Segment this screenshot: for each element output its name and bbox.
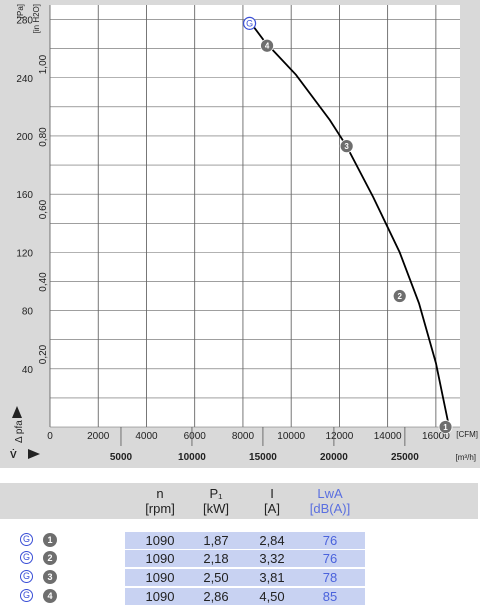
point-number-badge: 4: [43, 589, 57, 603]
operating-point-marker: [339, 139, 354, 154]
y-unit-pa: [Pa]: [16, 4, 25, 18]
col-unit-lwa: [dB(A)]: [309, 501, 351, 516]
operating-point-label: 2: [397, 292, 402, 301]
y2-tick-label: 0,40: [38, 272, 49, 292]
y-axis-ticks: 40 80 120 160 200 240 280: [16, 16, 33, 376]
x-tick-label: 8000: [232, 431, 255, 442]
x-tick-label: 2000: [87, 431, 110, 442]
col-head-n: n [rpm]: [125, 486, 195, 516]
col-symbol-i: I: [270, 486, 274, 501]
curve-label-g: G: [242, 16, 257, 30]
cell-n: 1090: [125, 532, 195, 549]
y-tick-label: 240: [16, 74, 33, 85]
y-axis-arrow-icon: [12, 406, 22, 418]
cell-i: 3,32: [237, 550, 307, 567]
y-tick-label: 80: [22, 307, 34, 318]
x-tick-label: 16000: [422, 431, 450, 442]
x2-tick-label: 15000: [249, 452, 277, 463]
curve-g-badge: G: [20, 570, 33, 583]
operating-point-4: 4: [260, 38, 274, 53]
fan-curve-line: [251, 24, 450, 428]
x-axis-label: V̇: [10, 449, 17, 461]
cell-lwa: 85: [295, 588, 365, 605]
cell-lwa: 76: [295, 550, 365, 567]
x-axis-m3h-ticks: 5000 10000 15000 20000 25000: [110, 427, 419, 463]
curve-g-badge: G: [20, 551, 33, 564]
operating-point-marker: [260, 38, 274, 53]
point-number-badge: 3: [43, 570, 57, 584]
y2-tick-label: 0,60: [38, 199, 49, 219]
y-axis-label: Δ pfa: [14, 420, 25, 443]
y2-tick-label: 1,00: [38, 54, 49, 74]
fan-curve-chart: 40 80 120 160 200 240 280 0,20 0,40 0,60 0,80 1,00…: [0, 0, 480, 468]
operating-points: 4 3 2 1 G: [242, 16, 453, 434]
y-axis-inh2o-ticks: 0,20 0,40 0,60 0,80 1,00: [38, 54, 49, 364]
cell-n: 1090: [125, 550, 195, 567]
x-axis-arrow-icon: [28, 449, 40, 459]
y-unit-inh2o: [in H2O]: [32, 4, 41, 33]
curve-g-badge: G: [20, 589, 33, 602]
y-tick-label: 160: [16, 190, 33, 201]
cell-p1: 2,86: [181, 588, 251, 605]
operating-point-marker: [438, 420, 453, 434]
cell-p1: 2,50: [181, 569, 251, 586]
y2-tick-label: 0,20: [38, 344, 49, 364]
cell-p1: 2,18: [181, 550, 251, 567]
x2-tick-label: 25000: [391, 452, 419, 463]
x2-tick-label: 5000: [110, 452, 133, 463]
cell-i: 4,50: [237, 588, 307, 605]
operating-point-marker: [392, 289, 407, 303]
curve-g-badge: G: [20, 533, 33, 546]
x-tick-label: 12000: [326, 431, 354, 442]
col-head-lwa: LwA [dB(A)]: [295, 486, 365, 516]
grid-lines: [49, 5, 460, 428]
x-unit-m3h: [m³/h]: [456, 453, 476, 462]
operating-point-label: 1: [443, 423, 448, 432]
plot-area: [50, 5, 460, 427]
x2-tick-label: 10000: [178, 452, 206, 463]
col-unit-i: [A]: [264, 501, 280, 516]
y2-tick-label: 0,80: [38, 127, 49, 147]
table-header: n [rpm] P₁ [kW] I [A] LwA [dB(A)]: [0, 483, 478, 519]
cell-lwa: 76: [295, 532, 365, 549]
cell-n: 1090: [125, 569, 195, 586]
x2-tick-label: 20000: [320, 452, 348, 463]
curve-g-text: G: [246, 18, 253, 28]
col-symbol-lwa: LwA: [317, 486, 343, 501]
y-tick-label: 40: [22, 365, 34, 376]
point-number-badge: 1: [43, 533, 57, 547]
table-row: G 2 1090 2,18 3,32 76: [0, 550, 500, 567]
operating-point-1: 1: [438, 420, 453, 434]
x-tick-label: 14000: [374, 431, 402, 442]
col-head-p1: P₁ [kW]: [181, 486, 251, 516]
cell-n: 1090: [125, 588, 195, 605]
col-head-i: I [A]: [237, 486, 307, 516]
col-symbol-p1: P₁: [209, 486, 223, 501]
cell-lwa: 78: [295, 569, 365, 586]
operating-point-label: 4: [265, 42, 270, 51]
cell-i: 2,84: [237, 532, 307, 549]
x-tick-label: 10000: [277, 431, 305, 442]
cell-i: 3,81: [237, 569, 307, 586]
col-unit-p1: [kW]: [203, 501, 229, 516]
x-tick-label: 0: [47, 431, 53, 442]
x-axis-cfm-ticks: 0 2000 4000 6000 8000 10000 12000 14000 16000: [47, 431, 450, 442]
curve-g-circle: [242, 16, 257, 30]
point-number-badge: 2: [43, 551, 57, 565]
y-tick-label: 280: [16, 16, 33, 27]
operating-point-label: 3: [344, 142, 349, 151]
table-row: G 3 1090 2,50 3,81 78: [0, 569, 500, 586]
cell-p1: 1,87: [181, 532, 251, 549]
x-tick-label: 6000: [184, 431, 207, 442]
col-unit-n: [rpm]: [145, 501, 175, 516]
table-row: G 4 1090 2,86 4,50 85: [0, 588, 500, 605]
y-tick-label: 120: [16, 248, 33, 259]
x-unit-cfm: [CFM]: [456, 430, 478, 439]
operating-point-3: 3: [339, 139, 354, 154]
col-symbol-n: n: [156, 486, 164, 501]
x-tick-label: 4000: [135, 431, 158, 442]
operating-point-2: 2: [392, 289, 407, 303]
table-row: G 1 1090 1,87 2,84 76: [0, 532, 500, 549]
y-tick-label: 200: [16, 132, 33, 143]
